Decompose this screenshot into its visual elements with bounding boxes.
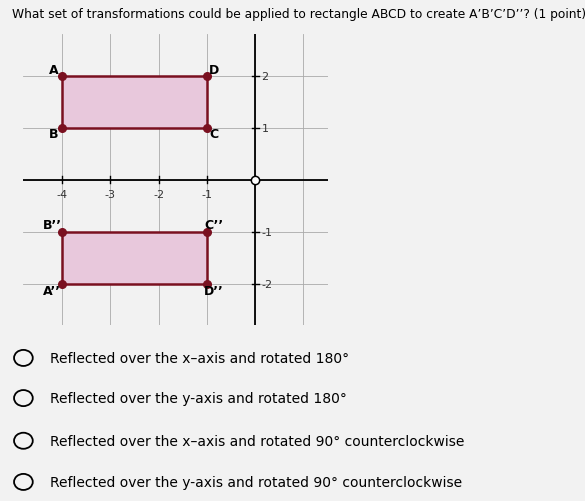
Text: 1: 1 [261,123,269,133]
Text: Reflected over the y-axis and rotated 180°: Reflected over the y-axis and rotated 18… [50,391,346,405]
Text: -1: -1 [261,227,273,237]
Text: Reflected over the y-axis and rotated 90° counterclockwise: Reflected over the y-axis and rotated 90… [50,475,462,489]
Bar [62,232,207,284]
Text: -2: -2 [153,190,164,200]
Text: B’’: B’’ [43,218,62,231]
Text: 2: 2 [261,72,269,82]
Bar [62,77,207,128]
Text: B: B [49,128,58,141]
Text: What set of transformations could be applied to rectangle ABCD to create A’B’C’D: What set of transformations could be app… [12,8,585,21]
Text: Reflected over the x–axis and rotated 180°: Reflected over the x–axis and rotated 18… [50,351,349,365]
Text: Reflected over the x–axis and rotated 90° counterclockwise: Reflected over the x–axis and rotated 90… [50,434,464,448]
Text: -3: -3 [105,190,116,200]
Text: -1: -1 [201,190,212,200]
Text: D’’: D’’ [204,285,224,298]
Text: D: D [209,64,219,77]
Text: -2: -2 [261,279,273,289]
Text: A: A [49,64,58,77]
Text: A’’: A’’ [43,285,61,298]
Text: -4: -4 [57,190,68,200]
Text: C’’: C’’ [205,218,223,231]
Text: C: C [209,128,219,141]
